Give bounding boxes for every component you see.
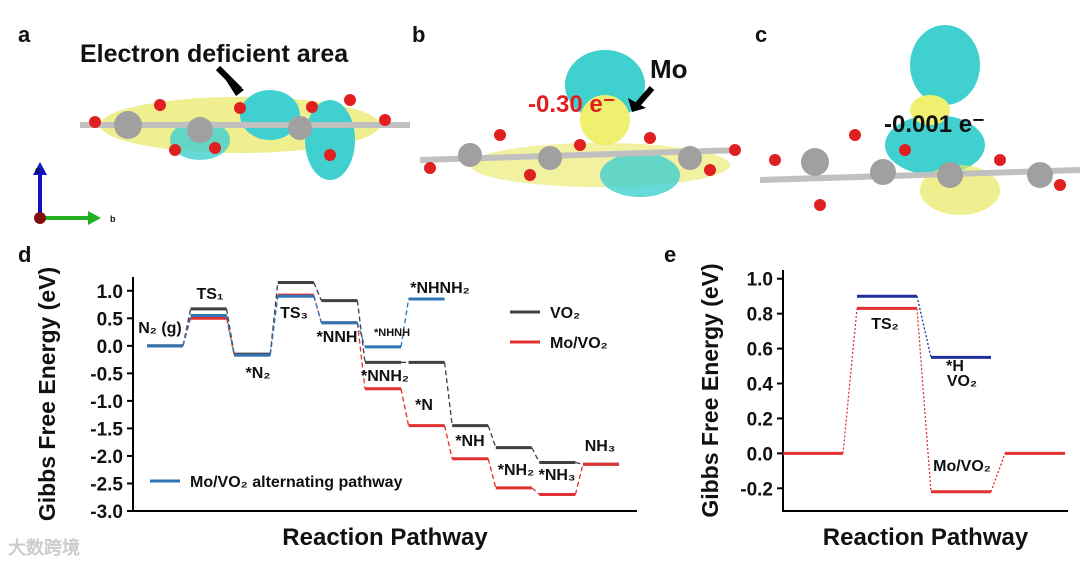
- annotation: Mo: [650, 54, 688, 84]
- connector: [916, 308, 932, 492]
- panel-label: b: [412, 22, 425, 47]
- level-label: *NH₃: [539, 467, 576, 484]
- y-tick-label: 0.2: [747, 409, 773, 430]
- y-tick-label: 1.0: [97, 282, 123, 303]
- connector: [531, 487, 540, 495]
- legend-label: Mo/VO₂ alternating pathway: [190, 474, 403, 491]
- annotation: -0.001 e⁻: [884, 111, 985, 138]
- structure-c: [759, 25, 1080, 215]
- y-tick-label: -1.0: [90, 392, 123, 413]
- connector: [356, 322, 366, 389]
- y-tick-label: 0.0: [97, 337, 123, 358]
- level-label: *NHNH₂: [410, 280, 470, 297]
- level-label: NH₃: [585, 438, 616, 455]
- connector: [531, 447, 540, 463]
- connector: [487, 458, 497, 489]
- level-label: *H: [946, 358, 964, 375]
- y-tick-label: 0.8: [747, 305, 773, 326]
- connector: [842, 308, 858, 454]
- connector: [575, 461, 584, 465]
- y-axis-title: Gibbs Free Energy (eV): [697, 263, 723, 517]
- x-axis-title: Reaction Pathway: [282, 524, 488, 551]
- connector: [225, 318, 235, 356]
- panel-label: c: [755, 22, 767, 47]
- level-label: *NNH: [317, 329, 358, 346]
- panel-label: d: [18, 242, 31, 267]
- connector: [574, 464, 584, 495]
- axes: [782, 270, 1068, 512]
- connector: [443, 362, 453, 426]
- watermark: 大数跨境: [8, 537, 80, 558]
- level-label: *N: [415, 397, 433, 414]
- x-axis-title: Reaction Pathway: [823, 524, 1029, 551]
- y-tick-label: -2.0: [90, 447, 123, 468]
- connector: [356, 322, 366, 348]
- y-axis-title: Gibbs Free Energy (eV): [34, 267, 60, 521]
- connector: [916, 296, 932, 358]
- level-label: *N₂: [246, 365, 271, 382]
- connector: [269, 282, 279, 355]
- connector: [269, 296, 279, 356]
- y-tick-label: -0.5: [90, 364, 123, 385]
- level-label: N₂ (g): [138, 320, 182, 337]
- connector: [313, 282, 322, 301]
- panel-label: e: [664, 242, 676, 267]
- connector: [487, 425, 497, 448]
- y-tick-label: 0.5: [97, 309, 124, 330]
- axis-label: c: [35, 165, 40, 175]
- level-label: VO₂: [947, 373, 977, 390]
- y-tick-label: -0.2: [740, 479, 773, 500]
- connector: [182, 308, 192, 346]
- y-tick-label: 0.4: [747, 375, 774, 396]
- level-label: Mo/VO₂: [933, 458, 991, 475]
- y-tick-label: 0.0: [747, 444, 773, 465]
- structure-a: [33, 65, 410, 225]
- legend-label: Mo/VO₂: [550, 335, 608, 352]
- annotation: Electron deficient area: [80, 40, 349, 68]
- connector: [356, 300, 366, 363]
- level-label: TS₃: [280, 305, 308, 322]
- level-label: *NH: [455, 433, 484, 450]
- panel-label: a: [18, 22, 31, 47]
- y-tick-label: -1.5: [90, 419, 123, 440]
- connector: [400, 388, 410, 426]
- legend-label: VO₂: [550, 305, 580, 322]
- axis-label: b: [110, 214, 116, 224]
- y-tick-label: -2.5: [90, 474, 123, 495]
- connector: [990, 453, 1006, 493]
- y-tick-label: 0.6: [747, 340, 773, 361]
- connector: [225, 315, 235, 356]
- level-label: *NH₂: [498, 462, 534, 479]
- connector: [182, 315, 192, 346]
- level-label: *NNH₂: [361, 368, 409, 385]
- level-label: TS₁: [196, 286, 223, 303]
- connector: [313, 296, 323, 323]
- connector: [400, 298, 410, 348]
- y-tick-label: -3.0: [90, 502, 123, 523]
- structure-b: [419, 50, 741, 197]
- y-tick-label: 1.0: [747, 270, 773, 291]
- level-label: *NHNH: [374, 327, 410, 339]
- level-label: TS₂: [871, 316, 899, 333]
- structure-renders: [33, 25, 1080, 225]
- connector: [443, 425, 453, 459]
- annotation: -0.30 e⁻: [528, 91, 615, 118]
